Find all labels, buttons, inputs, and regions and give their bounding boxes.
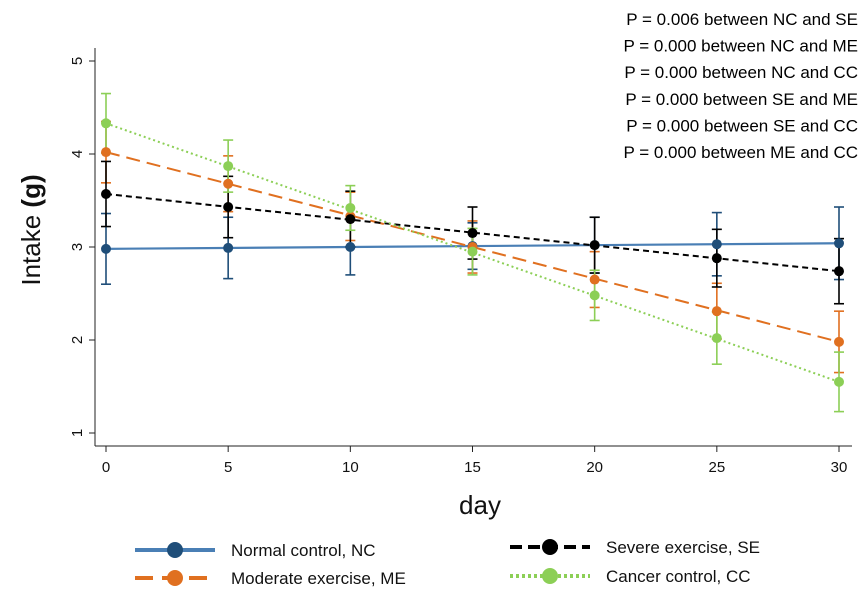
y-tick-label: 5 bbox=[69, 57, 86, 65]
data-point-series-2 bbox=[589, 240, 600, 251]
legend-swatch-marker bbox=[167, 542, 183, 558]
data-point-series-2 bbox=[223, 202, 234, 213]
data-point-series-2 bbox=[345, 214, 356, 225]
data-point-series-2 bbox=[467, 228, 478, 239]
y-tick-label: 4 bbox=[69, 150, 86, 158]
x-axis-title: day bbox=[459, 490, 501, 520]
data-point-series-1 bbox=[223, 178, 234, 189]
data-point-series-3 bbox=[589, 290, 600, 301]
data-point-series-2 bbox=[711, 253, 722, 264]
legend-label: Cancer control, CC bbox=[606, 567, 751, 586]
y-tick-label: 1 bbox=[69, 429, 86, 437]
data-point-series-2 bbox=[101, 188, 111, 199]
plot-axes: 1 2 3 4 5 0 5 10 15 20 25 30 bbox=[69, 48, 852, 476]
legend: Normal control, NC Moderate exercise, ME S… bbox=[135, 538, 760, 588]
y-axis-title: Intake (g) bbox=[16, 174, 46, 285]
data-point-series-1 bbox=[101, 147, 111, 158]
x-tick-label: 20 bbox=[586, 459, 603, 476]
x-tick-label: 15 bbox=[464, 459, 481, 476]
p-value-annotation: P = 0.000 between NC and CC bbox=[624, 63, 858, 82]
p-value-annotation: P = 0.006 between NC and SE bbox=[626, 10, 858, 29]
legend-swatch-marker bbox=[167, 570, 183, 586]
p-value-annotations: P = 0.006 between NC and SE P = 0.000 bet… bbox=[623, 10, 858, 162]
x-tick-label: 25 bbox=[708, 459, 725, 476]
legend-item: Severe exercise, SE bbox=[510, 538, 760, 557]
p-value-annotation: P = 0.000 between SE and CC bbox=[626, 116, 858, 135]
data-point-series-3 bbox=[101, 118, 111, 129]
data-point-series-3 bbox=[467, 246, 478, 257]
x-tick-label: 0 bbox=[102, 459, 110, 476]
x-tick-label: 10 bbox=[342, 459, 359, 476]
data-point-series-3 bbox=[223, 161, 234, 172]
legend-item: Cancer control, CC bbox=[510, 567, 751, 586]
data-point-series-0 bbox=[711, 239, 722, 250]
p-value-annotation: P = 0.000 between NC and ME bbox=[623, 37, 858, 56]
data-point-series-0 bbox=[101, 243, 111, 254]
legend-swatch-marker bbox=[542, 539, 558, 555]
data-point-series-0 bbox=[834, 238, 844, 249]
x-tick-label: 5 bbox=[224, 459, 232, 476]
legend-item: Normal control, NC bbox=[135, 541, 376, 560]
legend-label: Normal control, NC bbox=[231, 541, 376, 560]
y-tick-label: 2 bbox=[69, 336, 86, 344]
data-point-series-1 bbox=[589, 274, 600, 285]
data-point-series-0 bbox=[223, 242, 234, 253]
legend-item: Moderate exercise, ME bbox=[135, 569, 406, 588]
legend-label: Moderate exercise, ME bbox=[231, 569, 406, 588]
p-value-annotation: P = 0.000 between SE and ME bbox=[625, 90, 858, 109]
y-tick-label: 3 bbox=[69, 243, 86, 251]
legend-swatch-marker bbox=[542, 568, 558, 584]
y-axis-title-main: Intake bbox=[16, 215, 46, 286]
data-point-series-1 bbox=[711, 306, 722, 317]
data-point-series-1 bbox=[834, 336, 844, 347]
data-point-series-3 bbox=[345, 202, 356, 213]
data-points bbox=[101, 118, 844, 387]
y-axis-title-unit: (g) bbox=[16, 174, 46, 207]
legend-label: Severe exercise, SE bbox=[606, 538, 760, 557]
x-tick-label: 30 bbox=[831, 459, 848, 476]
data-point-series-3 bbox=[834, 376, 844, 387]
data-point-series-2 bbox=[834, 266, 844, 277]
p-value-annotation: P = 0.000 between ME and CC bbox=[623, 143, 858, 162]
data-point-series-0 bbox=[345, 242, 356, 252]
data-point-series-3 bbox=[711, 333, 722, 344]
